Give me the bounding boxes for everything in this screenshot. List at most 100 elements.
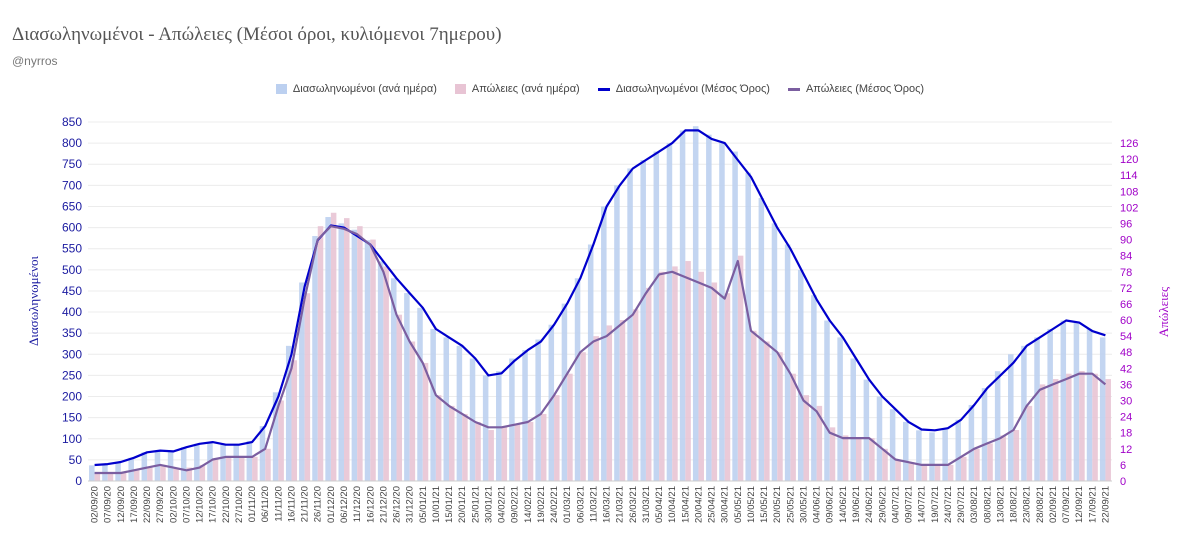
x-tick-label: 24/07/21 [943, 486, 954, 523]
intubated-bar [614, 185, 620, 481]
deaths-bar [527, 421, 534, 481]
deaths-bar [304, 293, 311, 481]
deaths-bar [764, 341, 770, 481]
y2-tick-label: 12 [1120, 444, 1132, 456]
intubated-bar [627, 168, 633, 482]
deaths-bar [632, 309, 639, 481]
x-tick-label: 05/05/21 [733, 486, 744, 523]
x-tick-label: 01/11/20 [247, 486, 258, 522]
x-tick-label: 12/10/20 [195, 486, 206, 523]
intubated-bar [732, 151, 738, 482]
deaths-bar [173, 467, 179, 481]
x-tick-label: 27/10/20 [234, 486, 245, 523]
deaths-bar [1092, 373, 1098, 481]
x-tick-label: 25/05/21 [785, 486, 796, 523]
x-tick-label: 09/07/21 [904, 486, 915, 523]
legend-item-intubated-line[interactable]: Διασωληνωμένοι (Μέσος Όρος) [597, 83, 770, 95]
x-tick-label: 02/10/20 [168, 486, 179, 523]
chart-title: Διασωληνωμένοι - Απώλειες (Μέσοι όροι, κ… [12, 24, 502, 45]
x-tick-label: 16/12/20 [365, 486, 376, 523]
deaths-bar [672, 266, 678, 481]
intubated-bar [679, 130, 686, 481]
deaths-bar [1052, 379, 1059, 481]
intubated-bar [522, 350, 528, 481]
x-tick-label: 05/04/21 [654, 486, 665, 523]
y2-tick-label: 30 [1120, 396, 1132, 408]
legend-label-deaths-bars: Απώλειες (ανά ημέρα) [471, 83, 580, 95]
deaths-bar [94, 472, 101, 481]
x-tick-label: 14/02/21 [523, 486, 534, 523]
intubated-bar [128, 457, 134, 481]
intubated-bar [482, 375, 489, 481]
chart-legend: Διασωληνωμένοι (ανά ημέρα) Απώλειες (ανά… [0, 83, 1200, 95]
deaths-bar [947, 464, 954, 481]
x-tick-label: 21/03/21 [615, 486, 626, 523]
deaths-bar [396, 314, 403, 481]
legend-item-deaths-bars[interactable]: Απώλειες (ανά ημέρα) [454, 83, 580, 95]
x-tick-label: 04/02/21 [497, 486, 508, 523]
x-tick-label: 11/12/20 [352, 486, 363, 522]
deaths-bar [1026, 405, 1033, 481]
x-tick-label: 15/01/21 [444, 486, 455, 523]
deaths-bar [147, 467, 153, 481]
intubated-bar [837, 337, 843, 481]
deaths-bar [435, 395, 442, 481]
deaths-bar [514, 424, 521, 481]
deaths-bar [934, 464, 941, 481]
intubated-bar [390, 278, 397, 481]
intubated-bar [299, 282, 305, 481]
x-tick-label: 25/01/21 [470, 486, 481, 523]
deaths-bar [606, 325, 613, 481]
deaths-bar [199, 464, 206, 481]
intubated-bar [719, 143, 725, 481]
intubated-bar [1073, 322, 1080, 481]
x-tick-label: 06/12/20 [339, 486, 350, 523]
legend-item-deaths-line[interactable]: Απώλειες (Μέσος Όρος) [787, 83, 924, 95]
intubated-bar [889, 409, 896, 481]
y-tick-label: 350 [62, 326, 82, 340]
x-tick-label: 19/02/21 [536, 486, 547, 523]
intubated-bar [587, 244, 594, 481]
y-tick-label: 550 [62, 242, 82, 256]
deaths-bar [724, 293, 731, 481]
chart-lines-group [94, 129, 1107, 475]
deaths-bar [711, 282, 718, 481]
y2-axis-title: Απώλειες [1156, 286, 1171, 337]
y-tick-label: 850 [62, 115, 82, 129]
x-tick-label: 02/09/20 [90, 486, 101, 523]
intubated-bar [863, 379, 870, 481]
x-tick-label: 04/07/21 [890, 486, 901, 523]
y-tick-label: 700 [62, 178, 82, 192]
intubated-bar [797, 269, 804, 481]
x-tick-label: 09/06/21 [825, 486, 836, 523]
x-tick-label: 12/09/21 [1074, 486, 1085, 523]
x-tick-label: 24/02/21 [549, 486, 560, 523]
x-tick-label: 03/08/21 [969, 486, 980, 523]
x-tick-label: 13/08/21 [995, 486, 1006, 523]
intubated-bar [325, 217, 331, 481]
intubated-bar [601, 206, 607, 481]
intubated-bar [351, 229, 358, 481]
intubated-bar [1086, 328, 1093, 481]
intubated-bar [285, 345, 292, 481]
deaths-bar [186, 467, 192, 481]
x-tick-label: 17/09/20 [129, 486, 140, 523]
deaths-bars-group [94, 212, 1111, 481]
x-tick-label: 19/07/21 [930, 486, 941, 523]
legend-item-intubated-bars[interactable]: Διασωληνωμένοι (ανά ημέρα) [275, 83, 437, 95]
deaths-bar [921, 464, 928, 481]
x-tick-label: 28/08/21 [1035, 486, 1046, 523]
deaths-bar [317, 226, 324, 481]
intubated-bar [1060, 320, 1067, 481]
y2-tick-label: 114 [1120, 170, 1138, 182]
intubated-bar [312, 236, 318, 481]
deaths-bar [803, 395, 810, 481]
y-tick-label: 150 [62, 411, 82, 425]
deaths-bar [291, 360, 298, 481]
deaths-bar [961, 456, 967, 481]
intubated-average-line [94, 129, 1106, 467]
y2-tick-label: 102 [1120, 202, 1138, 214]
legend-label-intubated-bars: Διασωληνωμένοι (ανά ημέρα) [292, 83, 437, 95]
intubated-bar [141, 452, 148, 481]
intubated-bar [259, 426, 266, 481]
